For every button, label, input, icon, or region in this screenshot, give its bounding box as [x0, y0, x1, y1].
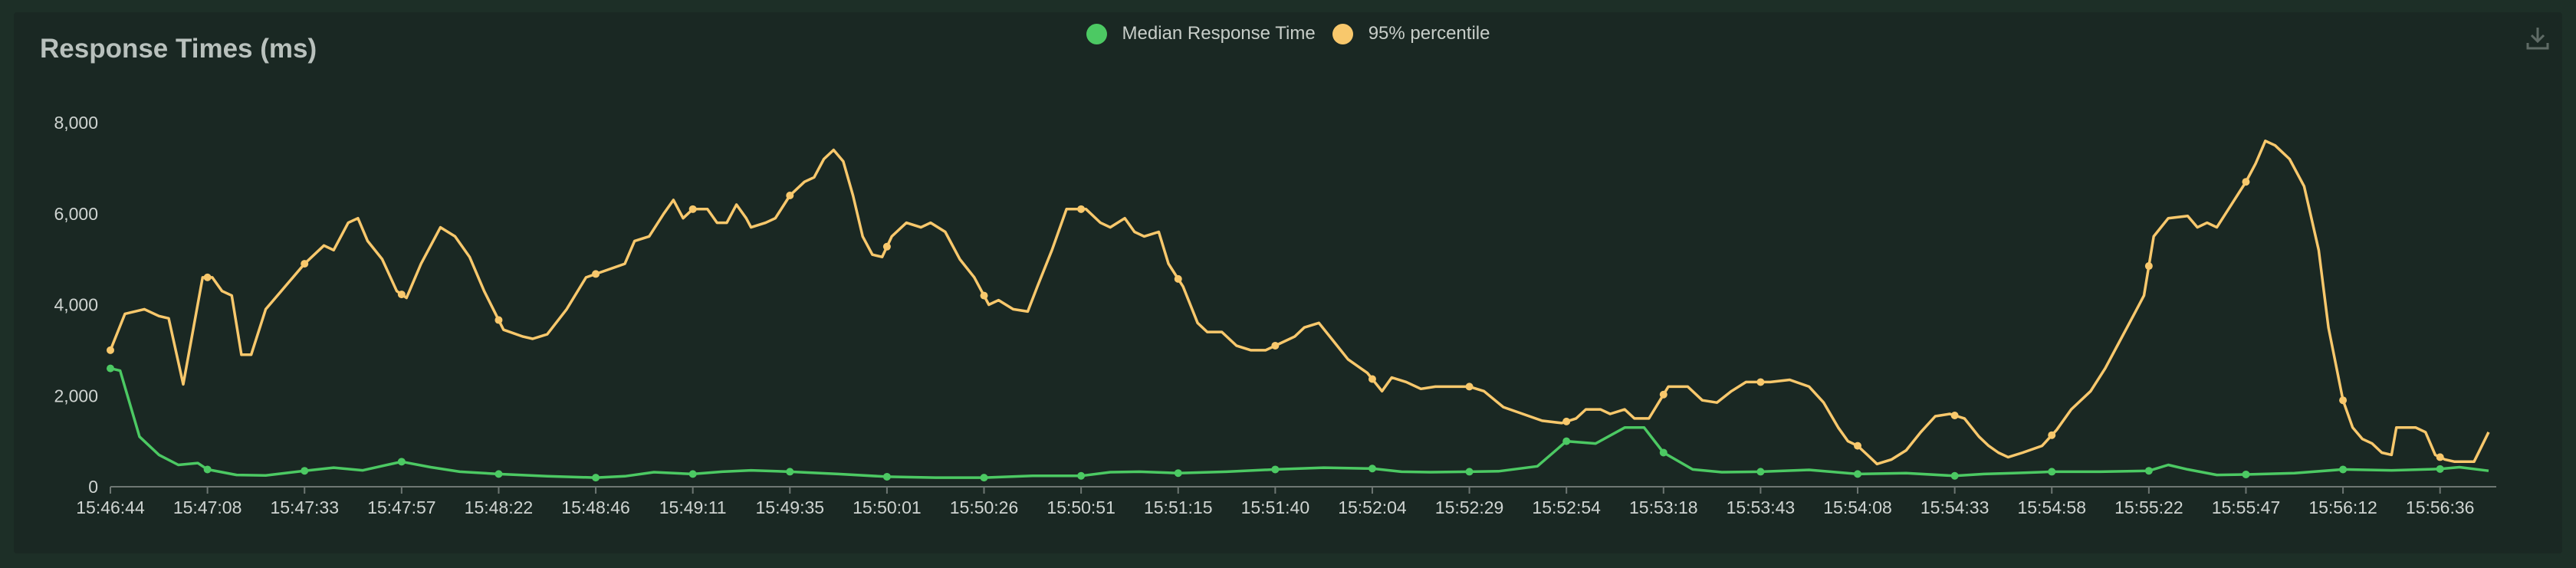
- data-point[interactable]: [2048, 468, 2056, 476]
- legend-item-p95[interactable]: 95% percentile: [1332, 23, 1490, 44]
- data-point[interactable]: [397, 458, 406, 466]
- data-point[interactable]: [688, 205, 697, 213]
- x-tick-label: 15:47:33: [270, 497, 339, 517]
- data-point[interactable]: [1756, 378, 1765, 386]
- legend-marker-p95: [1332, 23, 1353, 44]
- data-point[interactable]: [495, 316, 503, 324]
- y-tick-label: 8,000: [54, 113, 98, 133]
- data-point[interactable]: [1368, 465, 1376, 473]
- data-point[interactable]: [980, 474, 988, 482]
- x-tick-label: 15:54:33: [1921, 497, 1990, 517]
- y-tick-label: 4,000: [54, 295, 98, 315]
- data-point[interactable]: [301, 467, 309, 475]
- y-tick-label: 6,000: [54, 204, 98, 224]
- data-point[interactable]: [301, 260, 309, 268]
- series-line-0: [110, 366, 2489, 479]
- download-icon: [2526, 28, 2549, 50]
- x-tick-label: 15:47:08: [173, 497, 242, 517]
- data-point[interactable]: [203, 465, 212, 474]
- data-point[interactable]: [786, 192, 794, 199]
- data-point[interactable]: [1368, 375, 1376, 383]
- x-tick-label: 15:55:47: [2212, 497, 2281, 517]
- data-point[interactable]: [2144, 262, 2153, 271]
- data-point[interactable]: [2339, 396, 2348, 405]
- data-point[interactable]: [1077, 471, 1086, 480]
- data-point[interactable]: [2048, 431, 2056, 439]
- data-point[interactable]: [1465, 468, 1474, 476]
- series-line-1: [109, 140, 2490, 466]
- data-point[interactable]: [1562, 437, 1571, 445]
- x-tick-label: 15:52:54: [1532, 497, 1601, 517]
- data-point[interactable]: [1174, 274, 1182, 283]
- chart-panel: [14, 12, 2562, 553]
- data-point[interactable]: [2339, 465, 2348, 474]
- data-point[interactable]: [688, 470, 697, 478]
- x-tick-label: 15:55:22: [2114, 497, 2183, 517]
- data-point[interactable]: [2436, 465, 2444, 473]
- data-point[interactable]: [1854, 470, 1862, 478]
- download-button[interactable]: [2522, 23, 2553, 54]
- x-tick-label: 15:52:04: [1338, 497, 1407, 517]
- chart-legend: Median Response Time 95% percentile: [0, 18, 2576, 49]
- data-point[interactable]: [2242, 470, 2250, 478]
- x-tick-label: 15:51:40: [1241, 497, 1310, 517]
- x-tick-label: 15:46:44: [76, 497, 145, 517]
- data-point[interactable]: [495, 470, 503, 478]
- x-tick-label: 15:56:12: [2308, 497, 2377, 517]
- y-tick-label: 0: [88, 477, 98, 497]
- x-tick-label: 15:48:22: [465, 497, 534, 517]
- data-point[interactable]: [1465, 382, 1474, 391]
- data-point[interactable]: [882, 242, 891, 251]
- data-point[interactable]: [1562, 417, 1571, 425]
- data-point[interactable]: [1854, 442, 1862, 450]
- legend-item-median[interactable]: Median Response Time: [1086, 23, 1316, 44]
- data-point[interactable]: [397, 291, 406, 299]
- x-tick-label: 15:49:11: [659, 497, 727, 517]
- x-tick-label: 15:48:46: [561, 497, 630, 517]
- x-tick-label: 15:50:26: [950, 497, 1019, 517]
- data-point[interactable]: [1174, 469, 1182, 478]
- data-point[interactable]: [2242, 178, 2250, 186]
- data-point[interactable]: [882, 472, 891, 481]
- chart-axes: 0 2,000 4,000 6,000 8,000 15:46:44 15:47:08 15:…: [54, 113, 2496, 517]
- x-tick-label: 15:49:35: [756, 497, 825, 517]
- series-layer: [107, 140, 2490, 482]
- x-tick-label: 15:50:01: [853, 497, 922, 517]
- x-tick-label: 15:53:43: [1727, 497, 1796, 517]
- x-tick-label: 15:54:58: [2017, 497, 2086, 517]
- x-tick-label: 15:54:08: [1823, 497, 1892, 517]
- data-point[interactable]: [2436, 453, 2444, 461]
- data-point[interactable]: [107, 346, 114, 354]
- x-tick-label: 15:51:15: [1144, 497, 1213, 517]
- data-point[interactable]: [980, 291, 988, 300]
- data-point[interactable]: [592, 474, 600, 482]
- data-point[interactable]: [2144, 467, 2153, 475]
- data-point[interactable]: [107, 364, 114, 373]
- legend-marker-median: [1086, 23, 1107, 44]
- chart-title: Response Times (ms): [40, 34, 317, 64]
- data-point[interactable]: [1271, 465, 1280, 474]
- data-point[interactable]: [203, 273, 212, 281]
- x-tick-label: 15:56:36: [2406, 497, 2475, 517]
- legend-label-p95: 95% percentile: [1368, 23, 1490, 44]
- data-point[interactable]: [1950, 471, 1959, 480]
- data-point[interactable]: [1271, 341, 1280, 350]
- data-point[interactable]: [786, 468, 794, 476]
- x-tick-label: 15:50:51: [1046, 497, 1116, 517]
- data-point[interactable]: [1950, 411, 1959, 419]
- data-point[interactable]: [1659, 390, 1668, 399]
- data-point[interactable]: [592, 270, 600, 278]
- x-tick-label: 15:47:57: [367, 497, 436, 517]
- data-point[interactable]: [1659, 448, 1668, 457]
- data-point[interactable]: [1077, 205, 1086, 213]
- x-tick-label: 15:52:29: [1435, 497, 1504, 517]
- x-tick-label: 15:53:18: [1629, 497, 1698, 517]
- data-point[interactable]: [1756, 468, 1765, 476]
- legend-label-median: Median Response Time: [1122, 23, 1316, 44]
- y-tick-label: 2,000: [54, 386, 98, 405]
